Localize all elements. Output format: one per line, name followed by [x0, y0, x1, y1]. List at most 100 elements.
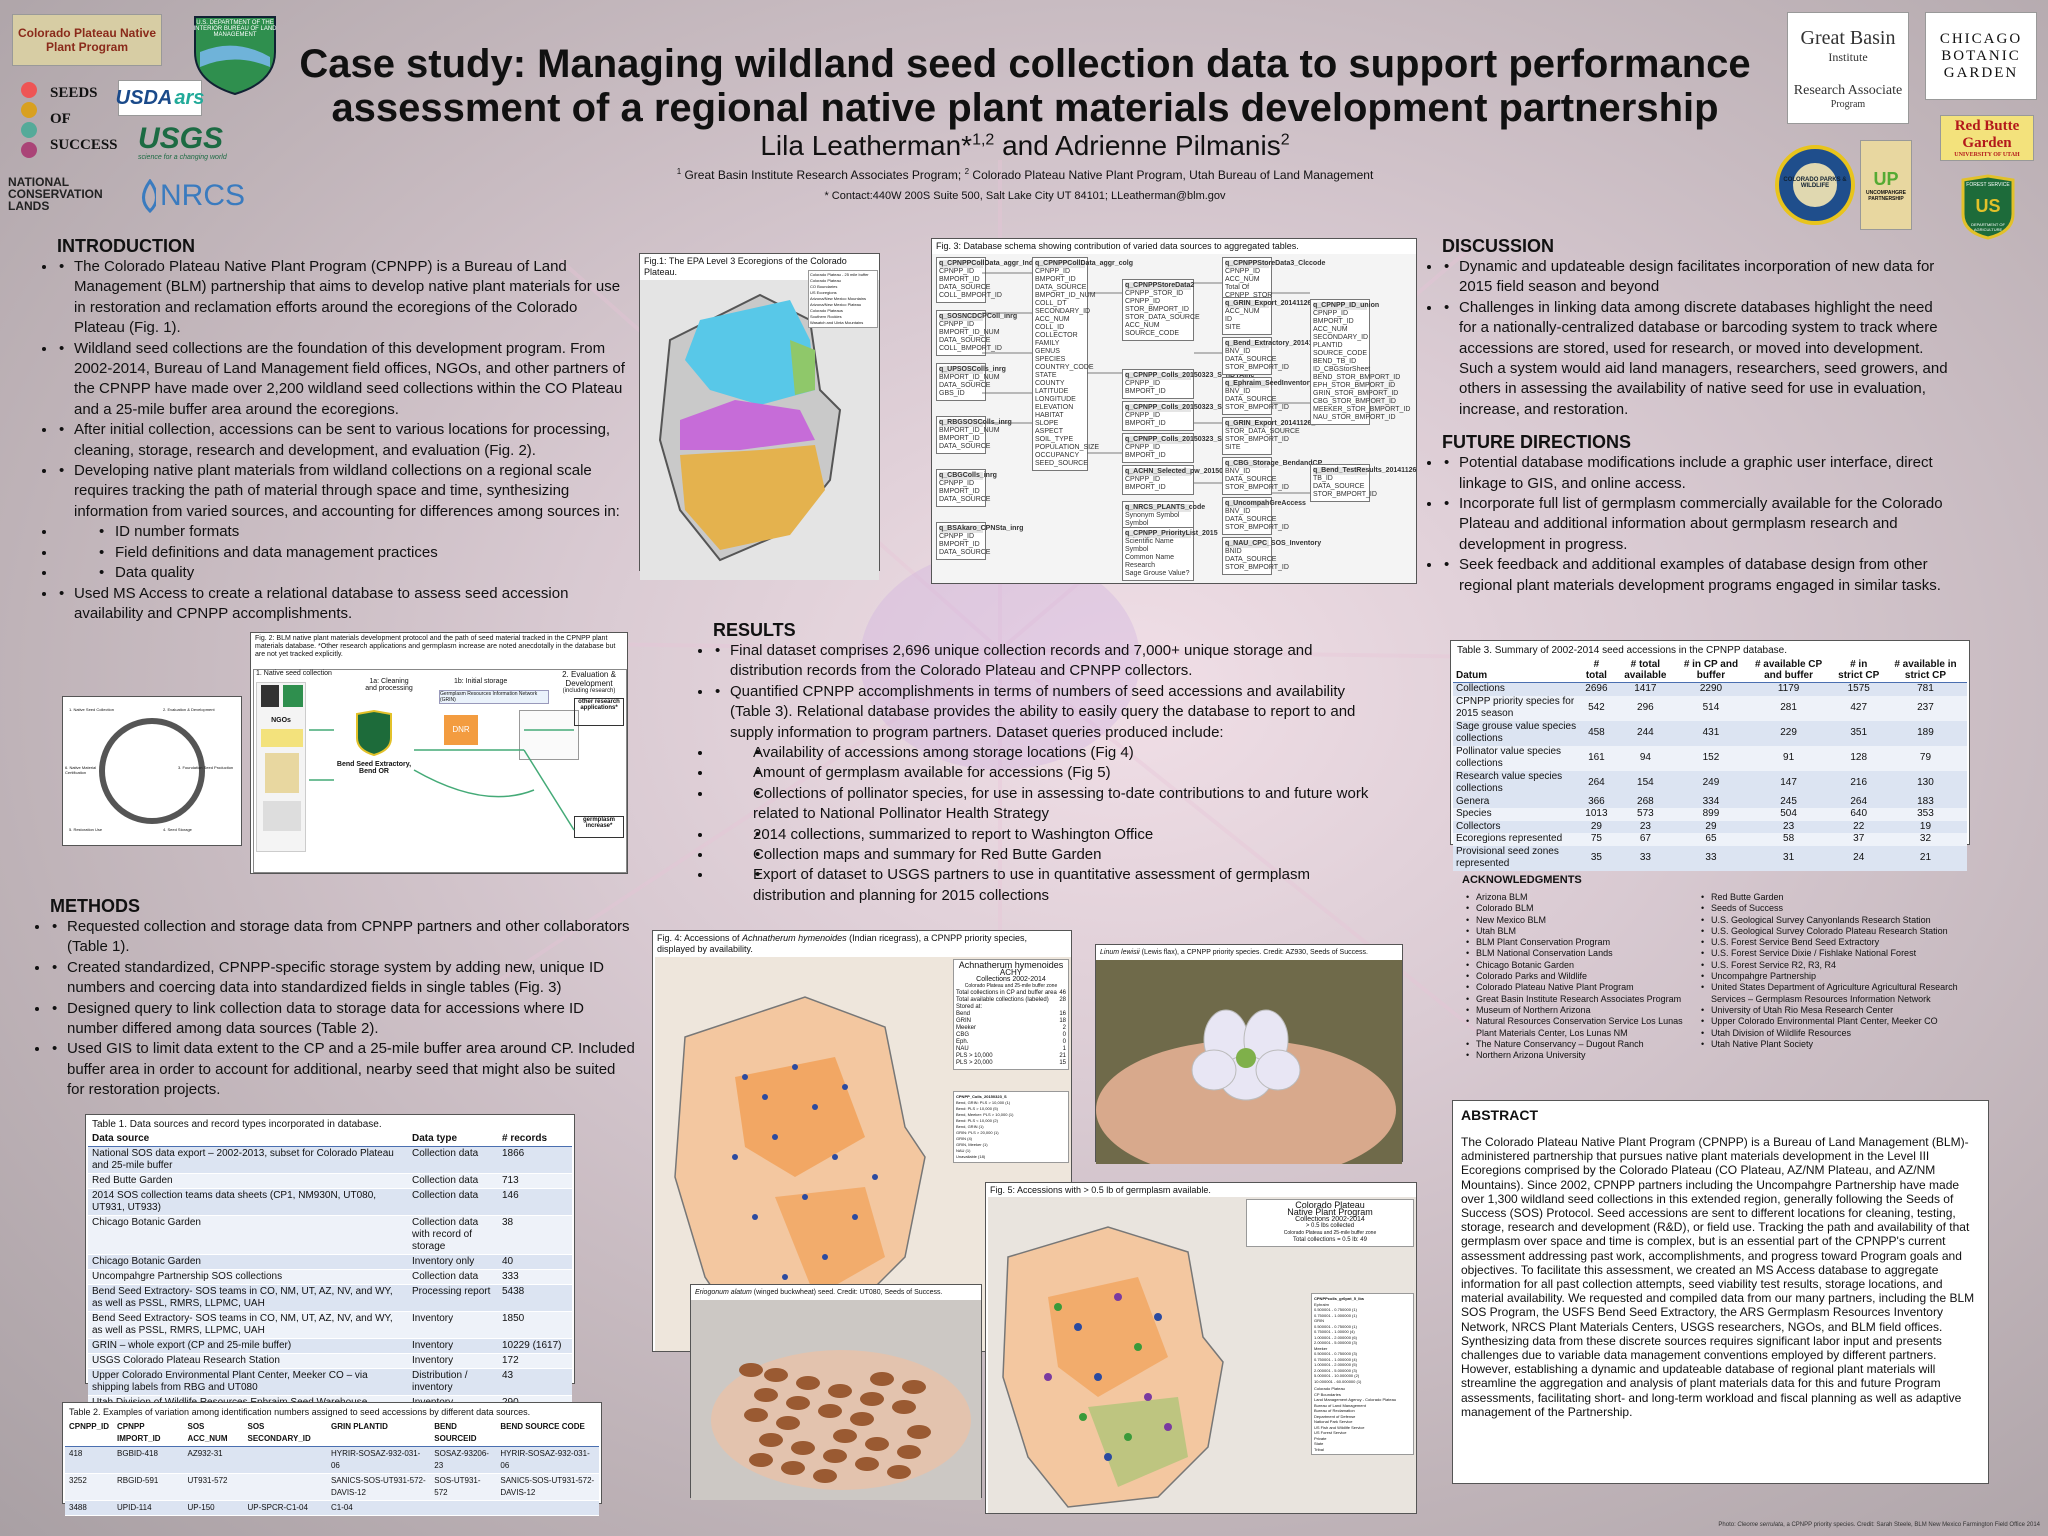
fig4-stat-value: 16	[1059, 1011, 1066, 1017]
cycle-step4: 4. Seed Storage	[163, 827, 192, 832]
cycle-step5: 5. Restoration Use	[69, 827, 103, 832]
table-cell: 268	[1612, 795, 1679, 808]
schema-field: DATA_SOURCE	[1313, 483, 1365, 490]
table-row: Upper Colorado Environmental Plant Cente…	[88, 1368, 572, 1396]
table-cell: 23	[1612, 820, 1679, 833]
fig5-legend-item: 0.750001 - 1.00000 (4)	[1314, 1329, 1355, 1334]
fig4-legend-item: Bend: PLS < 10,000 (2)	[956, 1118, 998, 1123]
figure-5-panel: Fig. 5: Accessions with > 0.5 lb of germ…	[985, 1182, 1417, 1514]
fig4-map-sub: Colorado Plateau and 25-mile buffer zone	[964, 983, 1058, 989]
table-row: Uncompahgre Partnership SOS collections C…	[88, 1269, 572, 1285]
schema-field: DATA_SOURCE	[1225, 476, 1277, 483]
table-row: USGS Colorado Plateau Research Station In…	[88, 1353, 572, 1369]
table-cell: 264	[1833, 795, 1884, 808]
schema-field: CPNPP_ID	[1125, 444, 1161, 451]
fig4-stat-row: Eph. 0	[956, 1039, 1066, 1046]
table-cell: Species	[1453, 808, 1581, 821]
table-cell: 31	[1743, 845, 1834, 871]
blm-shield-icon	[194, 16, 276, 96]
table-cell: Pollinator value species collections	[1453, 745, 1581, 771]
poster-title: Case study: Managing wildland seed colle…	[270, 42, 1780, 130]
table-cell: 2290	[1678, 682, 1744, 696]
fig4-legend-item: Bend, Meeker: PLS > 10,000 (1)	[956, 1112, 1014, 1117]
schema-field: GBS_ID	[939, 390, 965, 397]
table-row: GRIN – whole export (CP and 25-mile buff…	[88, 1338, 572, 1354]
fig4-legend-item: GRIN, Meeker (1)	[956, 1142, 988, 1147]
table-cell: 58	[1743, 833, 1834, 846]
schema-field: STOR_BMPORT_ID	[1313, 491, 1377, 498]
development-cycle-diagram: 1. Native Seed Collection 2. Evaluation …	[62, 696, 242, 846]
fig4-legend-box: Achnatherum hymenoides ACHY Collections …	[953, 959, 1069, 1070]
seed-shape	[786, 1396, 810, 1410]
schema-field: CPNPP_ID	[1035, 268, 1071, 275]
linum-caption-post: (Lewis flax), a CPNPP priority species. …	[1139, 949, 1368, 956]
schema-field: Common Name	[1125, 554, 1175, 561]
schema-field: STOR_BMPORT_ID	[1125, 306, 1189, 313]
schema-table-name: q_ACHN_Selected_pw_20150323	[1125, 468, 1235, 476]
eriogonum-caption-species: Eriogonum alatum	[695, 1289, 752, 1296]
fig1-legend-item: Wasatch and Uinta Mountains	[810, 320, 864, 325]
uncompahgre-partnership-logo: UP UNCOMPAHGRE PARTNERSHIP	[1860, 140, 1912, 230]
fig4-map-title: Achnatherum hymenoides	[958, 960, 1064, 970]
schema-field: STOR_BMPORT_ID	[1225, 564, 1289, 571]
rbg-mini-logo	[261, 729, 303, 747]
schema-table: q_CPNPP_Colls_20150323_SeedDimension CPNP…	[1122, 433, 1270, 463]
table-cell: 296	[1612, 695, 1679, 721]
figure-4-caption: Fig. 4: Accessions of Achnatherum hymeno…	[653, 931, 1071, 957]
schema-table: q_ACHN_Selected_pw_20150323 CPNPP_ID BMPOR…	[1122, 465, 1235, 495]
schema-field: SOURCE_CODE	[1125, 330, 1180, 337]
cpw-text: COLORADO PARKS & WILDLIFE	[1783, 177, 1847, 189]
table-cell: Collection data	[408, 1146, 498, 1174]
schema-table: q_Bend_TestResults_20141126 TB_ID DATA_SOU…	[1310, 464, 1416, 502]
fig5-legend-item: 0.750001 - 1.000000 (4)	[1314, 1356, 1357, 1362]
figure-3-caption: Fig. 3: Database schema showing contribu…	[932, 239, 1416, 254]
eriogonum-caption-post: (winged buckwheat) seed. Credit: UT080, …	[751, 1289, 943, 1296]
table-cell: 146	[498, 1188, 572, 1216]
fig5-legend-item: 1.000001 - 2.000000 (6)	[1314, 1334, 1357, 1340]
cycle-step1: 1. Native Seed Collection	[69, 707, 114, 712]
table-cell: Provisional seed zones represented	[1453, 845, 1581, 871]
future-bullet: Potential database modifications include…	[1442, 453, 1952, 494]
table-cell: 2014 SOS collection teams data sheets (C…	[88, 1188, 408, 1216]
table-cell: 91	[1743, 745, 1834, 771]
fig5-collection-point	[1144, 1393, 1152, 1401]
fig5-legend2-item: Bureau of Reclamation	[1314, 1408, 1355, 1413]
schema-field: CBG_STOR_BMPORT_ID	[1313, 398, 1396, 405]
table-1-header: # records	[498, 1132, 572, 1147]
cycle-step6: 6. Native Material Certification	[65, 765, 97, 775]
schema-table-name: q_RBGSOSColls_inrg	[939, 419, 1012, 427]
schema-table: q_UPSOSColls_inrg BMPORT_ID_NUM DATA_SOURC…	[936, 363, 1006, 401]
table-cell: 172	[498, 1353, 572, 1369]
ncl-word1: NATIONAL	[8, 175, 70, 189]
table-cell: 351	[1833, 720, 1884, 746]
schema-table: q_GRIN_Export_20141126_Indiscd STOR_DATA_…	[1222, 417, 1340, 455]
results-list: Final dataset comprises 2,696 unique col…	[713, 641, 1373, 906]
results-subbullet: 2014 collections, summarized to report t…	[713, 825, 1373, 846]
schema-field: BMPORT_ID_NUM	[939, 374, 1000, 381]
table-cell	[243, 1473, 327, 1501]
table-cell: Sage grouse value species collections	[1453, 720, 1581, 746]
table-cell: 152	[1678, 745, 1744, 771]
ncl-word2: CONSERVATION	[8, 187, 103, 201]
table-1-grid: Data source Data type # records National…	[88, 1132, 572, 1411]
forest-service-mini-icon	[356, 709, 392, 757]
schema-field: CPNPP_ID	[1125, 380, 1161, 387]
schema-field: DATA_SOURCE	[1225, 556, 1277, 563]
schema-field: COUNTY	[1035, 380, 1065, 387]
fig5-collection-point	[1134, 1343, 1142, 1351]
seed-shape	[850, 1412, 874, 1426]
schema-field: BNID	[1225, 548, 1242, 555]
cbg-word1: CHICAGO	[1939, 30, 2023, 47]
schema-table-name: q_UPSOSColls_inrg	[939, 366, 1006, 374]
cbg-mini-logo	[263, 801, 301, 831]
ack-item: Colorado Parks and Wildlife	[1462, 971, 1697, 983]
schema-field: DATA_SOURCE	[939, 284, 991, 291]
ack-item: Utah BLM	[1462, 926, 1697, 938]
schema-field: COLLECTOR	[1035, 332, 1078, 339]
schema-field: STOR_BMPORT_ID	[1225, 364, 1289, 371]
eriogonum-caption: Eriogonum alatum (winged buckwheat) seed…	[691, 1285, 981, 1300]
table-cell: 573	[1612, 808, 1679, 821]
table-row: Collectors 29 23 29 23 22 19	[1453, 820, 1967, 833]
gbi-line4: Program	[1830, 98, 1866, 110]
schema-table: q_NAU_CPC_SOS_Inventory BNID DATA_SOURCE ST…	[1222, 537, 1321, 575]
